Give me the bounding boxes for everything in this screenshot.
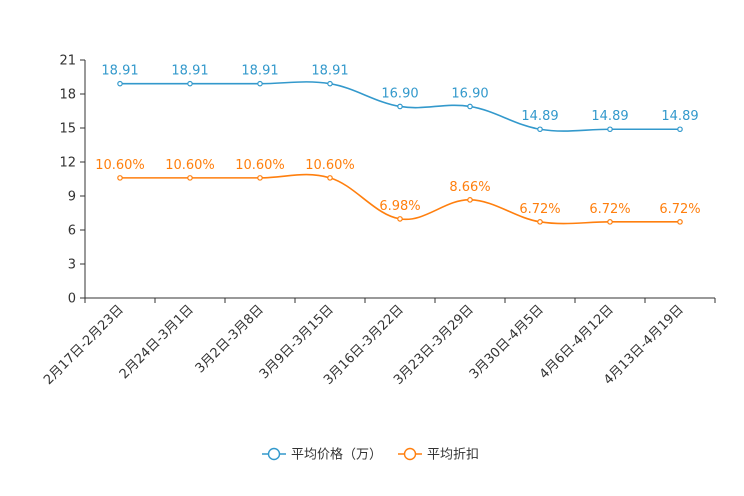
y-tick-label: 15: [59, 122, 76, 137]
y-tick-label: 6: [68, 224, 76, 239]
x-tick-label: 3月2日-3月8日: [193, 302, 267, 376]
series-avg-discount: 10.60% 10.60% 10.60% 10.60% 6.98% 8.66% 6.72% 6…: [95, 158, 701, 225]
y-tick-label: 3: [68, 258, 76, 273]
data-point: [537, 126, 543, 133]
x-tick-label: 3月30日-4月5日: [467, 302, 547, 382]
data-point: [327, 80, 333, 87]
data-label: 10.60%: [235, 158, 285, 173]
data-label: 18.91: [171, 64, 208, 79]
data-point: [607, 126, 613, 133]
legend-marker: [403, 447, 417, 461]
legend-label: 平均价格（万）: [291, 447, 382, 463]
data-label: 6.72%: [519, 202, 560, 217]
data-point: [397, 216, 403, 222]
y-tick-label: 0: [68, 292, 76, 307]
data-label: 14.89: [661, 109, 698, 124]
data-point: [467, 197, 473, 203]
data-point: [187, 80, 193, 87]
series-layer: 18.91 18.91 18.91 18.91 16.90 16.90 14.89 14.89…: [95, 64, 701, 225]
data-label: 10.60%: [165, 158, 215, 173]
x-axis-ticks: 2月17日-2月23日2月24日-3月1日3月2日-3月8日3月9日-3月15日…: [41, 298, 716, 388]
data-label: 16.90: [381, 86, 418, 101]
data-label: 18.91: [311, 64, 348, 79]
legend-item-avg-price[interactable]: 平均价格（万）: [262, 447, 382, 463]
legend-marker: [267, 447, 281, 461]
data-point: [257, 175, 263, 181]
data-label: 14.89: [591, 109, 628, 124]
y-tick-label: 18: [59, 88, 76, 103]
x-tick-label: 2月17日-2月23日: [41, 302, 127, 388]
legend-label: 平均折扣: [427, 448, 479, 463]
legend[interactable]: 平均价格（万） 平均折扣: [262, 447, 479, 463]
x-tick-label: 2月24日-3月1日: [117, 302, 197, 382]
data-point: [607, 219, 613, 225]
data-label: 10.60%: [305, 158, 355, 173]
data-label: 8.66%: [449, 180, 490, 195]
data-label: 18.91: [101, 64, 138, 79]
series-avg-price: 18.91 18.91 18.91 18.91 16.90 16.90 14.89 14.89…: [101, 64, 699, 133]
axes: [84, 60, 715, 299]
data-label: 6.72%: [589, 202, 630, 217]
y-tick-label: 21: [59, 54, 76, 69]
x-tick-label: 4月6日-4月12日: [537, 302, 617, 382]
data-point: [677, 126, 683, 133]
data-point: [187, 175, 193, 181]
data-label: 18.91: [241, 64, 278, 79]
x-tick-label: 3月9日-3月15日: [257, 302, 337, 382]
data-point: [327, 175, 333, 181]
legend-item-avg-discount[interactable]: 平均折扣: [398, 448, 479, 463]
data-point: [537, 219, 543, 225]
data-label: 14.89: [521, 109, 558, 124]
data-label: 10.60%: [95, 158, 145, 173]
data-point: [117, 175, 123, 181]
data-point: [117, 80, 123, 87]
data-point: [467, 103, 473, 110]
y-tick-label: 12: [59, 156, 76, 171]
data-label: 16.90: [451, 86, 488, 101]
data-label: 6.98%: [379, 199, 420, 214]
data-point: [397, 103, 403, 110]
data-point: [677, 219, 683, 225]
y-tick-label: 9: [68, 190, 76, 205]
data-point: [257, 80, 263, 87]
y-axis-ticks: 0 3 6 9 12 15 18 21: [59, 54, 85, 307]
data-label: 6.72%: [659, 202, 700, 217]
